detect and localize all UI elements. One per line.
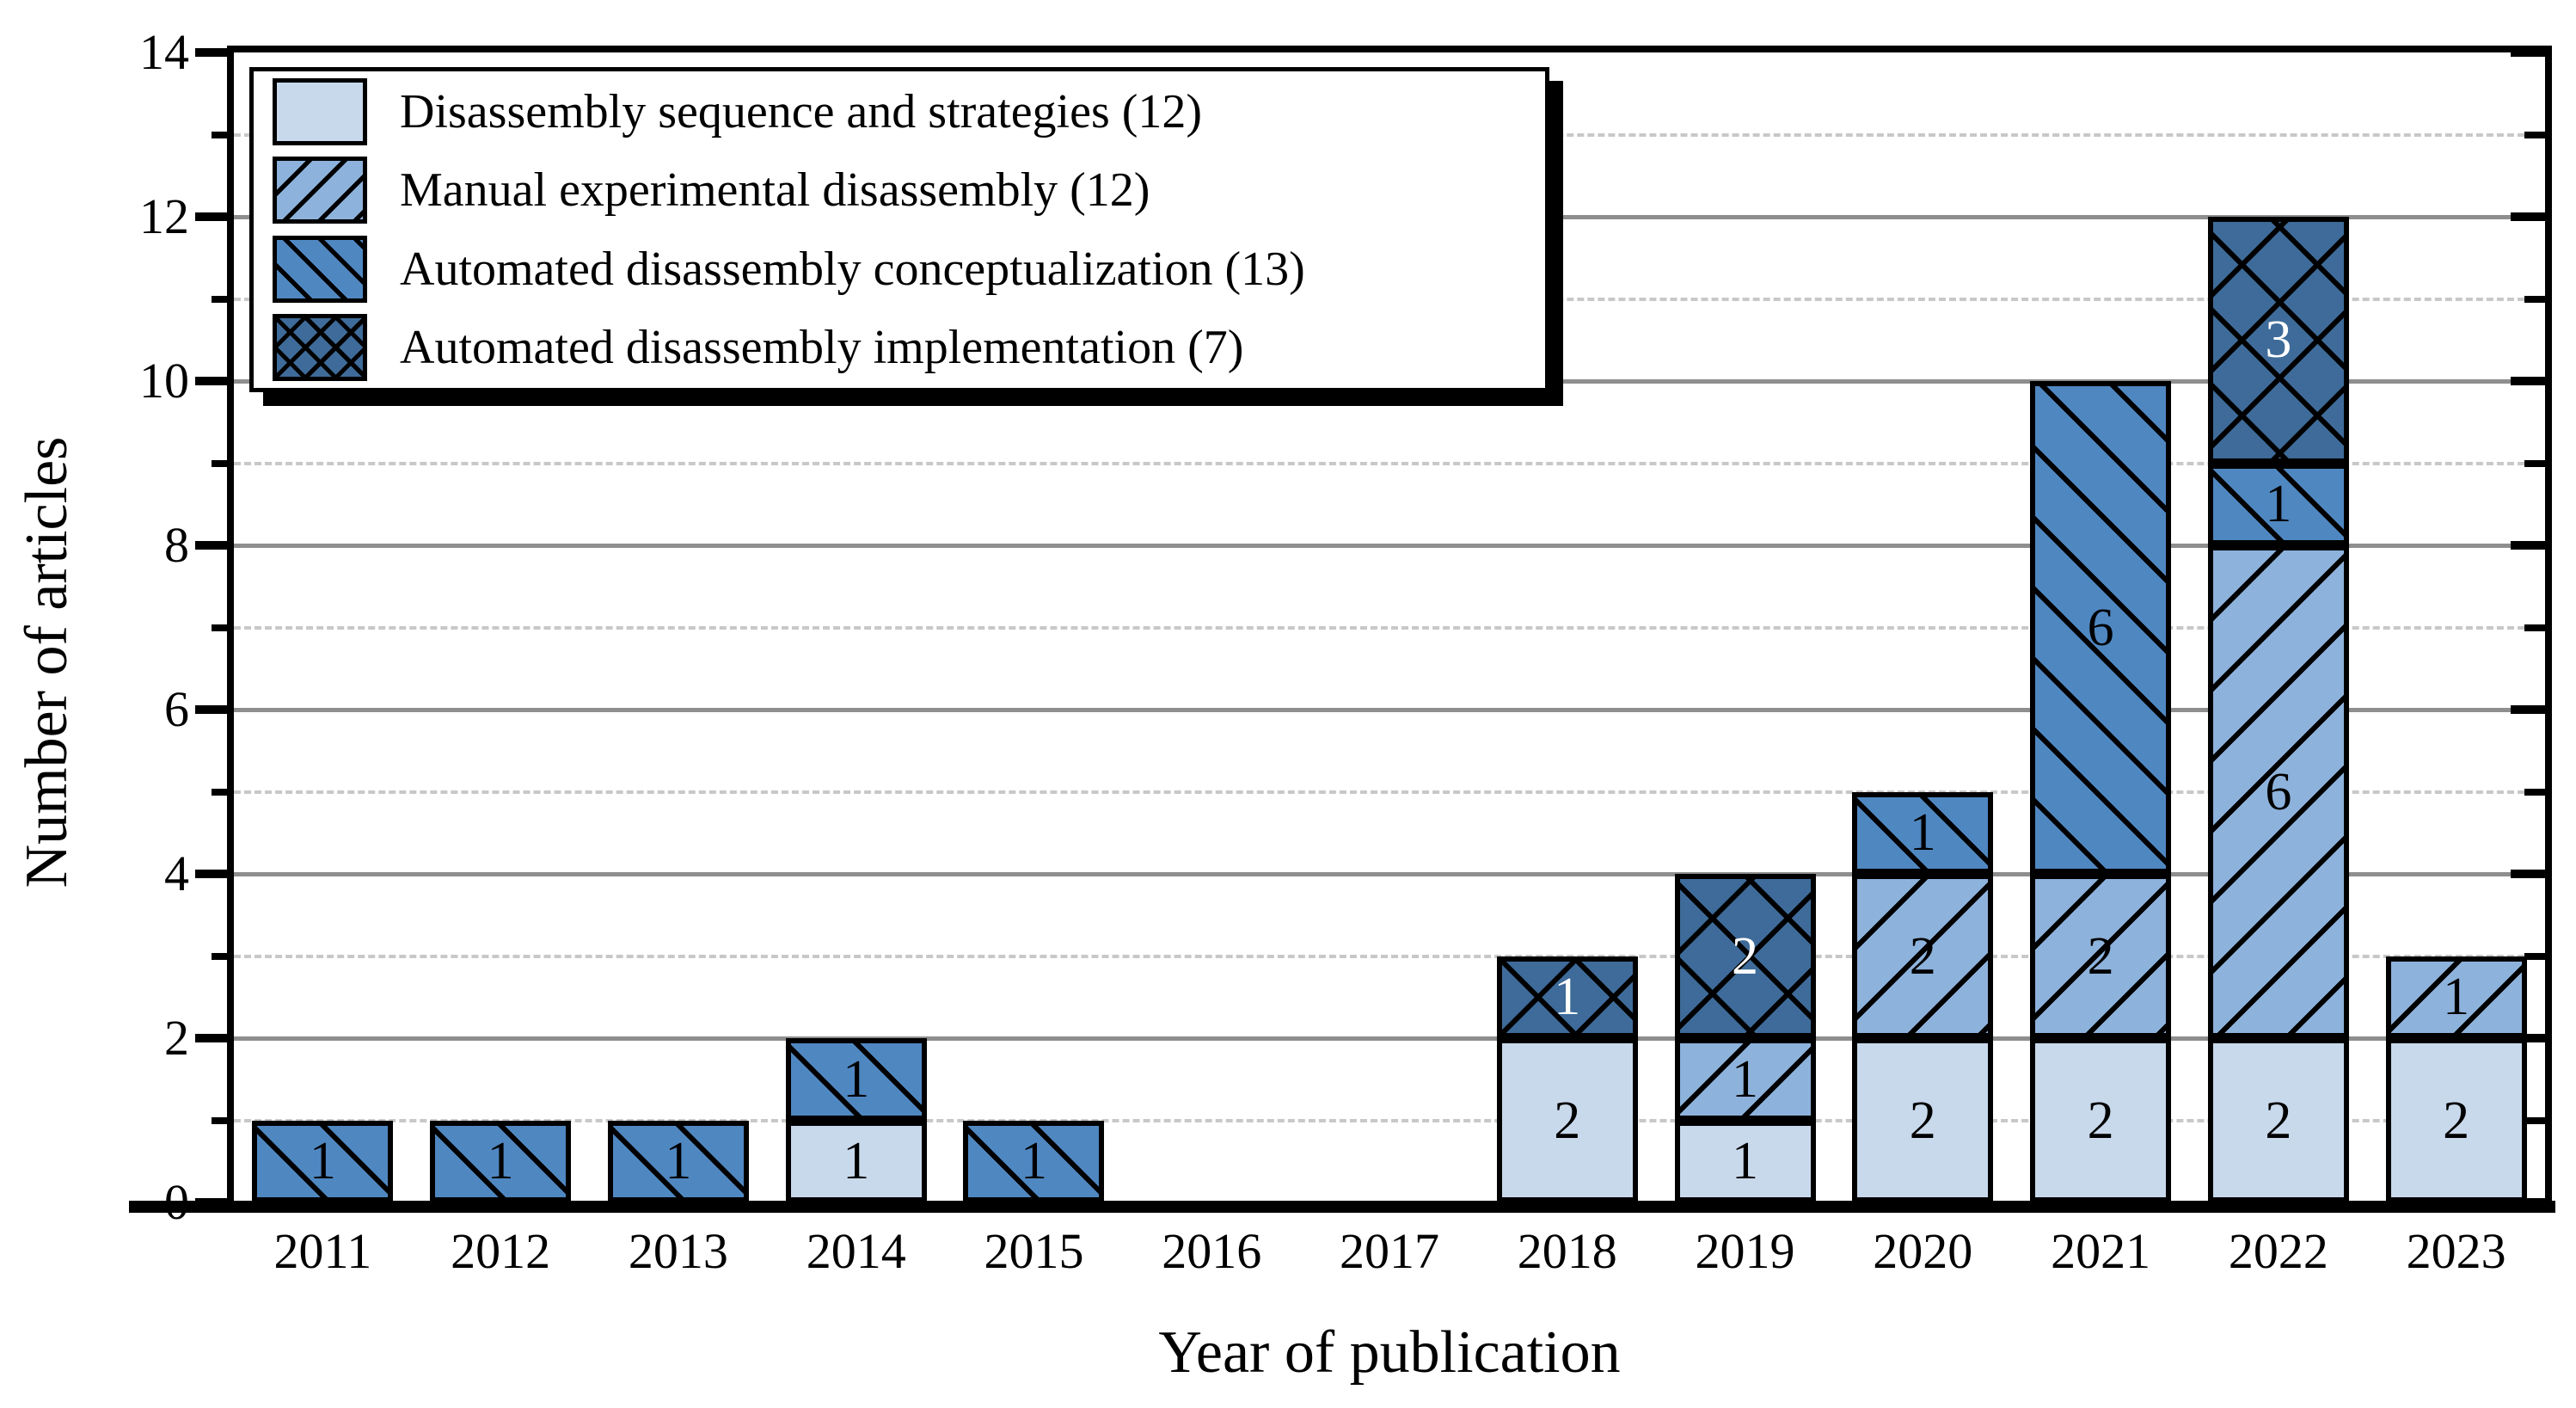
gridline-minor (234, 461, 2545, 465)
legend-item-sequence: Disassembly sequence and strategies (12) (254, 74, 1545, 150)
y-tick-label: 14 (139, 24, 189, 80)
gridline-major (234, 872, 2545, 876)
y-major-tick-right (2511, 377, 2545, 385)
y-minor-tick-left (212, 295, 234, 303)
legend-label: Automated disassembly implementation (7) (400, 320, 1244, 374)
bar-segment (1852, 874, 1994, 1038)
gridline-major (234, 1036, 2545, 1041)
x-tick-label: 2016 (1162, 1223, 1262, 1279)
x-tick-label: 2019 (1695, 1223, 1795, 1279)
bar-segment (2207, 463, 2349, 545)
y-minor-tick-right (2524, 459, 2545, 467)
y-major-tick-right (2511, 48, 2545, 57)
x-tick-label: 2014 (806, 1223, 906, 1279)
y-axis-title: Number of articles (14, 436, 80, 888)
legend-label: Disassembly sequence and strategies (12) (400, 85, 1203, 139)
bar-segment (1496, 1038, 1638, 1202)
legend: Disassembly sequence and strategies (12)… (249, 67, 1549, 392)
gridline-major (234, 708, 2545, 712)
y-minor-tick-right (2524, 952, 2545, 960)
y-minor-tick-left (212, 1116, 234, 1124)
bar-segment (252, 1120, 394, 1202)
bar-segment (785, 1120, 927, 1202)
legend-swatch-forward-hatch (273, 157, 367, 224)
legend-item-manual: Manual experimental disassembly (12) (254, 152, 1545, 228)
y-minor-tick-right (2524, 1116, 2545, 1124)
legend-item-implementation: Automated disassembly implementation (7) (254, 310, 1545, 385)
bar-segment (2030, 381, 2172, 874)
gridline-minor (234, 954, 2545, 958)
bar-segment (1674, 1038, 1816, 1121)
bar-segment (430, 1120, 572, 1202)
legend-label: Manual experimental disassembly (12) (400, 163, 1150, 218)
y-major-tick-left (195, 705, 234, 714)
gridline-minor (234, 625, 2545, 630)
y-minor-tick-right (2524, 788, 2545, 796)
y-tick-label: 4 (164, 845, 189, 901)
legend-swatch-cross-hatch (273, 313, 367, 381)
bar-segment (1496, 956, 1638, 1038)
y-major-tick-left (195, 1034, 234, 1042)
bar-segment (2385, 956, 2527, 1038)
bar-segment (1852, 1038, 1994, 1202)
bar-segment (2207, 545, 2349, 1038)
x-tick-label: 2023 (2406, 1223, 2506, 1279)
y-major-tick-right (2511, 870, 2545, 878)
y-minor-tick-left (212, 459, 234, 467)
bar-segment (2385, 1038, 2527, 1202)
y-major-tick-left (195, 48, 234, 57)
bar-segment (1852, 791, 1994, 874)
y-tick-label: 2 (164, 1010, 189, 1066)
gridline-minor (234, 790, 2545, 794)
y-major-tick-right (2511, 212, 2545, 221)
y-tick-label: 6 (164, 681, 189, 737)
y-minor-tick-left (212, 788, 234, 796)
legend-item-conceptualization: Automated disassembly conceptualization … (254, 231, 1545, 307)
x-tick-label: 2022 (2228, 1223, 2328, 1279)
y-major-tick-left (195, 377, 234, 385)
y-minor-tick-right (2524, 131, 2545, 138)
x-tick-label: 2015 (984, 1223, 1084, 1279)
y-minor-tick-left (212, 624, 234, 631)
x-axis-title: Year of publication (1158, 1319, 1621, 1386)
y-tick-label: 8 (164, 517, 189, 573)
legend-swatch-backward-hatch (273, 235, 367, 303)
gridline-minor (234, 1118, 2545, 1122)
bar-segment (607, 1120, 749, 1202)
y-minor-tick-right (2524, 295, 2545, 303)
bar-segment (1674, 874, 1816, 1038)
x-tick-label: 2021 (2051, 1223, 2151, 1279)
bar-segment (2207, 217, 2349, 464)
bar-segment (2030, 874, 2172, 1038)
y-tick-label: 10 (139, 353, 189, 409)
y-major-tick-right (2511, 705, 2545, 714)
x-tick-label: 2020 (1873, 1223, 1973, 1279)
y-major-tick-right (2511, 1034, 2545, 1042)
y-major-tick-left (195, 870, 234, 878)
y-minor-tick-right (2524, 624, 2545, 631)
x-tick-label: 2012 (451, 1223, 551, 1279)
gridline-major (234, 544, 2545, 548)
x-tick-label: 2017 (1340, 1223, 1439, 1279)
x-tick-label: 2013 (628, 1223, 728, 1279)
y-major-tick-right (2511, 541, 2545, 550)
y-minor-tick-left (212, 952, 234, 960)
legend-swatch-solid (273, 78, 367, 146)
y-major-tick-left (195, 212, 234, 221)
x-axis-line (129, 1201, 2555, 1213)
bar-segment (785, 1038, 927, 1121)
x-tick-label: 2018 (1517, 1223, 1617, 1279)
bar-segment (1674, 1120, 1816, 1202)
bar-segment (963, 1120, 1105, 1202)
y-tick-label: 12 (139, 188, 189, 244)
bar-segment (2030, 1038, 2172, 1202)
y-minor-tick-left (212, 131, 234, 138)
bar-segment (2207, 1038, 2349, 1202)
y-major-tick-left (195, 541, 234, 550)
x-tick-label: 2011 (273, 1223, 372, 1279)
legend-label: Automated disassembly conceptualization … (400, 242, 1305, 296)
